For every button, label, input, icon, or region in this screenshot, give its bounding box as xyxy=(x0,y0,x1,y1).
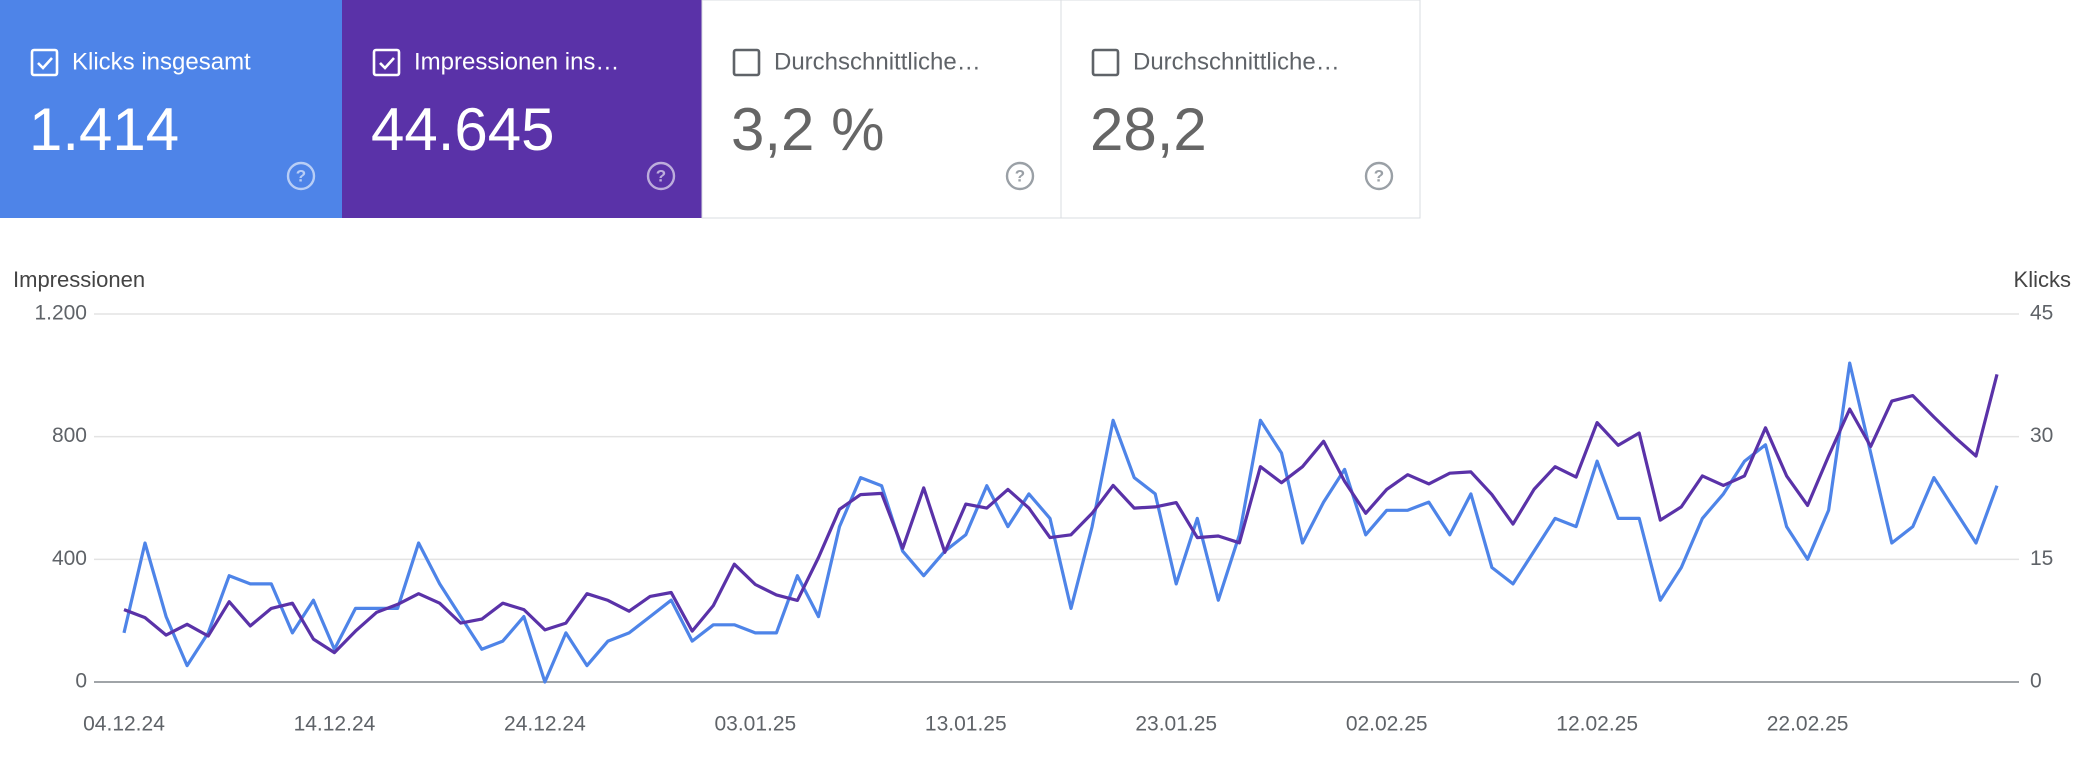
x-tick-label: 13.01.25 xyxy=(925,713,1007,736)
y-tick-label: 400 xyxy=(52,547,87,570)
series-line xyxy=(122,361,1999,684)
y2-tick-label: 0 xyxy=(2030,670,2042,693)
card-value: 1.414 xyxy=(29,96,179,163)
y-tick-label: 1.200 xyxy=(34,302,87,325)
help-icon[interactable] xyxy=(646,161,676,191)
x-tick-label: 02.02.25 xyxy=(1346,713,1428,736)
card-background xyxy=(342,0,702,218)
card-label: Durchschnittliche… xyxy=(774,48,981,75)
checkbox[interactable] xyxy=(1091,48,1120,77)
card-label: Klicks insgesamt xyxy=(72,48,251,75)
checkbox[interactable] xyxy=(30,48,59,77)
help-icon[interactable] xyxy=(1005,161,1035,191)
x-tick-label: 12.02.25 xyxy=(1556,713,1638,736)
checkbox[interactable] xyxy=(732,48,761,77)
y2-axis-title: Klicks xyxy=(2014,267,2071,292)
y2-tick-label: 45 xyxy=(2030,302,2053,325)
checkmark xyxy=(379,57,395,70)
y2-tick-label: 30 xyxy=(2030,424,2053,447)
x-tick-label: 24.12.24 xyxy=(504,713,586,736)
y-tick-label: 800 xyxy=(52,424,87,447)
card-value: 3,2 % xyxy=(731,96,884,163)
checkmark xyxy=(37,57,53,70)
card-label: Durchschnittliche… xyxy=(1133,48,1340,75)
y2-tick-label: 15 xyxy=(2030,547,2053,570)
card-value: 28,2 xyxy=(1090,96,1207,163)
help-icon-glyph: ? xyxy=(656,166,666,185)
y-tick-label: 0 xyxy=(75,670,87,693)
checkbox[interactable] xyxy=(372,48,401,77)
card-background xyxy=(0,0,342,218)
x-tick-label: 14.12.24 xyxy=(294,713,376,736)
card-background xyxy=(701,0,1062,219)
card-label: Impressionen ins… xyxy=(414,48,619,75)
help-icon-glyph: ? xyxy=(296,166,306,185)
x-tick-label: 04.12.24 xyxy=(83,713,165,736)
metric-card[interactable]: Impressionen ins… 44.645? xyxy=(342,0,702,218)
y-axis-title: Impressionen xyxy=(13,267,145,292)
x-tick-label: 23.01.25 xyxy=(1135,713,1217,736)
metric-card[interactable]: Klicks insgesamt 1.414? xyxy=(0,0,342,218)
help-icon[interactable] xyxy=(286,161,316,191)
help-icon-glyph: ? xyxy=(1374,166,1384,185)
x-tick-label: 22.02.25 xyxy=(1767,713,1849,736)
series-line xyxy=(123,374,1999,655)
card-value: 44.645 xyxy=(371,96,555,163)
x-tick-label: 03.01.25 xyxy=(714,713,796,736)
metric-card[interactable]: Durchschnittliche… 28,2? xyxy=(1060,0,1421,219)
help-icon-glyph: ? xyxy=(1015,166,1025,185)
metric-card[interactable]: Durchschnittliche… 3,2 %? xyxy=(701,0,1062,219)
help-icon[interactable] xyxy=(1364,161,1394,191)
card-background xyxy=(1060,0,1421,219)
